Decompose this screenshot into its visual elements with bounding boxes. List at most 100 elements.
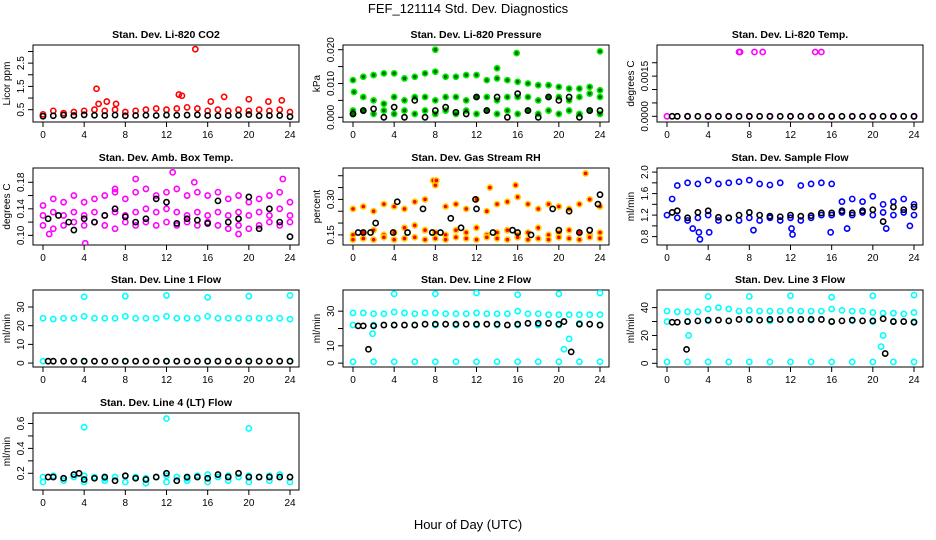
data-point-cyan <box>807 358 815 366</box>
data-point-black <box>524 319 532 327</box>
data-point-green <box>586 90 594 98</box>
data-point-red <box>193 105 201 112</box>
x-tick-label: 24 <box>594 130 606 141</box>
data-point-cyan <box>163 312 170 320</box>
x-tick-label: 12 <box>161 130 173 141</box>
data-point-black <box>483 320 491 328</box>
data-point-cyan <box>725 358 733 366</box>
data-point-red <box>178 92 186 100</box>
x-tick-label: 16 <box>202 130 214 141</box>
data-point-cyan <box>214 314 222 322</box>
data-point-blue <box>797 182 805 189</box>
data-point-black <box>776 316 784 323</box>
data-point-green <box>503 76 511 84</box>
data-point-magenta <box>183 192 191 199</box>
data-point-black <box>183 111 191 119</box>
data-point-green <box>555 110 563 118</box>
data-point-green <box>524 80 532 87</box>
data-point-black <box>673 207 681 215</box>
data-point-green <box>390 93 398 101</box>
data-point-orange <box>359 235 367 242</box>
data-point-magenta <box>255 208 263 216</box>
data-point-black <box>848 112 856 120</box>
data-point-green <box>503 107 511 114</box>
data-point-black <box>493 93 501 101</box>
x-tick-label: 0 <box>40 498 46 509</box>
data-point-orange <box>534 224 542 232</box>
x-tick-label: 0 <box>664 253 670 264</box>
panel-5: Stan. Dev. Gas Stream RH 0 4 8 12 16 20 24 0.15 0… <box>312 152 610 264</box>
data-point-cyan <box>704 305 712 313</box>
data-point-cyan <box>39 478 47 486</box>
data-point-cyan <box>735 307 743 315</box>
x-tick-label: 8 <box>123 130 129 141</box>
data-point-black <box>70 357 78 365</box>
data-point-green <box>359 93 367 101</box>
data-point-red <box>152 105 160 112</box>
data-point-black <box>437 229 444 236</box>
panel-7: Stan. Dev. Line 1 Flow 0 4 8 12 16 20 24 0 10 20 30… <box>2 274 300 386</box>
data-point-cyan <box>390 290 398 298</box>
data-point-cyan <box>848 358 856 366</box>
data-point-cyan <box>473 309 480 317</box>
data-point-magenta <box>111 208 119 216</box>
data-point-green <box>390 69 398 77</box>
data-point-orange <box>586 195 594 203</box>
points-layer <box>663 48 918 120</box>
data-point-orange <box>411 233 419 241</box>
data-point-black <box>879 112 887 120</box>
data-point-cyan <box>596 358 604 366</box>
data-point-black <box>797 212 805 220</box>
y-tick-label: 0.2 <box>16 466 27 480</box>
panel-9: Stan. Dev. Line 3 Flow 0 4 8 12 16 20 24 0 20 40ml… <box>626 274 924 386</box>
data-point-black <box>452 320 460 328</box>
data-point-cyan <box>70 314 78 322</box>
data-point-cyan <box>266 477 273 485</box>
data-point-black <box>890 203 897 211</box>
data-point-magenta <box>101 192 109 199</box>
data-point-magenta <box>255 222 263 229</box>
data-point-black <box>881 350 889 357</box>
data-point-cyan <box>473 358 480 366</box>
data-point-black <box>235 357 242 365</box>
data-point-cyan <box>111 473 119 481</box>
data-point-black <box>684 318 691 325</box>
data-point-black <box>224 218 232 226</box>
data-point-cyan <box>869 292 877 300</box>
y-tick-label: 0.4 <box>16 441 27 455</box>
data-point-magenta <box>190 178 198 186</box>
data-point-magenta <box>245 212 253 219</box>
data-point-black <box>411 97 419 104</box>
data-point-green <box>493 110 501 118</box>
points-layer <box>663 176 918 243</box>
data-point-green <box>452 93 460 101</box>
data-point-cyan <box>766 307 774 315</box>
data-point-magenta <box>235 222 242 229</box>
data-point-blue <box>735 178 743 186</box>
data-point-green <box>370 71 377 79</box>
data-point-green <box>421 93 429 101</box>
data-point-orange <box>401 205 408 213</box>
data-point-cyan <box>60 314 67 322</box>
data-point-orange <box>452 226 460 234</box>
data-point-black <box>80 357 88 365</box>
data-point-magenta <box>45 230 53 238</box>
data-point-black <box>286 357 294 365</box>
points-layer <box>663 291 918 366</box>
data-point-black <box>55 212 62 219</box>
data-point-black <box>183 215 191 223</box>
data-point-magenta <box>163 205 170 213</box>
data-point-black <box>797 112 805 120</box>
data-point-black <box>545 93 552 101</box>
data-point-magenta <box>214 188 222 196</box>
y-tick-label: 1.6 <box>640 186 651 200</box>
x-tick-label: 8 <box>433 253 439 264</box>
data-point-orange <box>534 235 542 242</box>
data-point-orange <box>452 233 460 241</box>
data-point-black <box>266 357 273 365</box>
data-point-black <box>756 211 764 219</box>
data-point-black <box>70 112 78 119</box>
y-axis-label: degrees C <box>626 60 637 106</box>
data-point-magenta <box>111 188 119 196</box>
data-point-black <box>473 320 480 328</box>
